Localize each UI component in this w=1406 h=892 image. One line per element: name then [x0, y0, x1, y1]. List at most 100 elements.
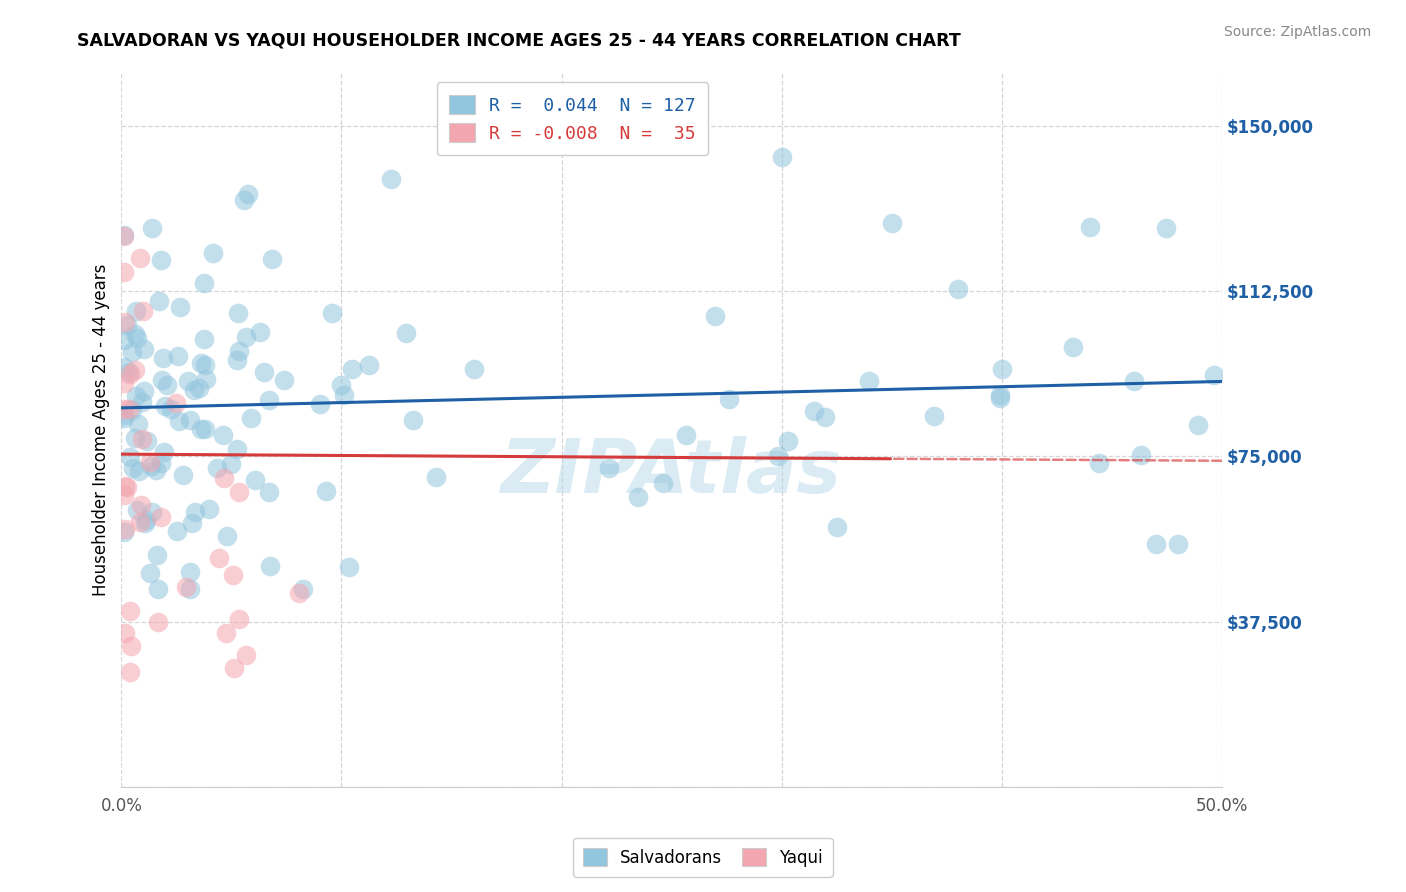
Point: [120, 367, 142, 381]
Point: [124, 430, 146, 444]
Point: [112, 487, 135, 501]
Point: [124, 327, 146, 342]
Point: [704, 310, 727, 324]
Point: [149, 509, 172, 524]
Point: [253, 365, 276, 379]
Point: [127, 417, 149, 432]
Point: [153, 399, 176, 413]
Point: [340, 362, 363, 376]
Point: [153, 445, 176, 459]
Point: [114, 316, 136, 330]
Point: [463, 362, 485, 376]
Point: [212, 427, 235, 442]
Point: [118, 365, 141, 379]
Point: [627, 490, 650, 504]
Point: [114, 625, 136, 640]
Point: [181, 516, 204, 530]
Point: [118, 665, 141, 680]
Point: [1187, 418, 1209, 433]
Point: [228, 343, 250, 358]
Point: [131, 432, 153, 446]
Point: [118, 450, 141, 465]
Point: [1087, 457, 1109, 471]
Point: [249, 325, 271, 339]
Point: [224, 661, 246, 675]
Point: [205, 461, 228, 475]
Point: [112, 402, 135, 417]
Point: [118, 604, 141, 618]
Point: [193, 276, 215, 290]
Point: [1078, 220, 1101, 235]
Point: [222, 568, 245, 582]
Point: [150, 373, 173, 387]
Point: [243, 473, 266, 487]
Point: [145, 463, 167, 477]
Point: [184, 505, 207, 519]
Point: [139, 566, 162, 581]
Point: [166, 349, 188, 363]
Point: [179, 582, 201, 596]
Point: [197, 502, 219, 516]
Point: [134, 384, 156, 399]
Point: [225, 442, 247, 456]
Point: [212, 470, 235, 484]
Y-axis label: Householder Income Ages 25 - 44 years: Householder Income Ages 25 - 44 years: [93, 264, 110, 596]
Point: [127, 331, 149, 345]
Point: [129, 251, 152, 265]
Point: [141, 221, 163, 235]
Point: [226, 306, 249, 320]
Point: [675, 428, 697, 442]
Point: [652, 475, 675, 490]
Point: [165, 396, 187, 410]
Point: [425, 470, 447, 484]
Point: [131, 395, 153, 409]
Point: [139, 458, 162, 473]
Point: [149, 456, 172, 470]
Legend: Salvadorans, Yaqui: Salvadorans, Yaqui: [574, 838, 832, 877]
Point: [131, 498, 153, 512]
Point: [827, 520, 849, 534]
Point: [988, 387, 1011, 401]
Point: [149, 252, 172, 267]
Point: [337, 560, 360, 574]
Point: [121, 461, 143, 475]
Point: [232, 193, 254, 207]
Point: [112, 524, 135, 539]
Point: [228, 484, 250, 499]
Point: [148, 615, 170, 630]
Point: [221, 457, 243, 471]
Point: [236, 187, 259, 202]
Point: [172, 467, 194, 482]
Point: [315, 484, 337, 499]
Point: [135, 513, 157, 527]
Point: [112, 229, 135, 244]
Point: [991, 361, 1014, 376]
Point: [169, 300, 191, 314]
Point: [112, 264, 135, 278]
Point: [803, 403, 825, 417]
Point: [226, 352, 249, 367]
Point: [598, 461, 620, 475]
Point: [1062, 340, 1084, 354]
Point: [988, 391, 1011, 405]
Point: [193, 332, 215, 346]
Point: [129, 515, 152, 529]
Point: [201, 245, 224, 260]
Point: [922, 409, 945, 423]
Point: [174, 580, 197, 594]
Point: [132, 304, 155, 318]
Point: [1202, 368, 1225, 382]
Point: [273, 373, 295, 387]
Point: [112, 408, 135, 422]
Point: [1122, 375, 1144, 389]
Point: [190, 356, 212, 370]
Point: [228, 612, 250, 626]
Point: [121, 345, 143, 359]
Point: [718, 392, 741, 407]
Point: [235, 648, 257, 662]
Point: [125, 389, 148, 403]
Point: [215, 529, 238, 543]
Point: [357, 358, 380, 372]
Point: [395, 326, 418, 340]
Point: [183, 383, 205, 397]
